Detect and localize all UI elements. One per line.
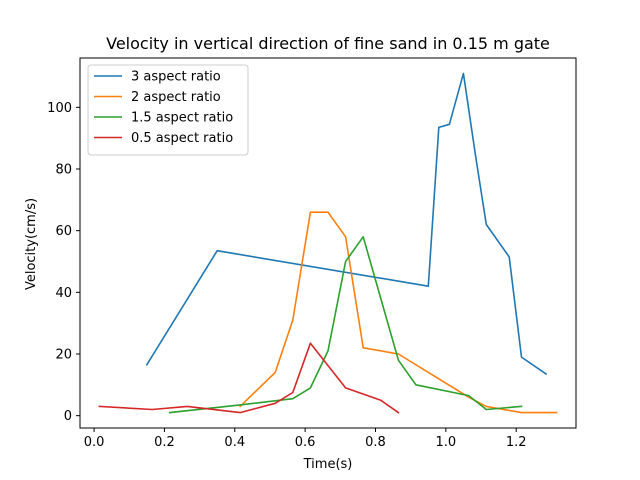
- y-tick-label: 20: [55, 348, 72, 363]
- axes-frame: [79, 57, 577, 429]
- y-tick-label: 0: [64, 409, 72, 424]
- legend-label: 2 aspect ratio: [131, 90, 221, 105]
- series-line-2-aspect-ratio: [238, 211, 558, 414]
- x-tick-label: 0.6: [295, 435, 316, 450]
- plot-area: [98, 72, 558, 414]
- y-tick-label: 60: [55, 224, 72, 239]
- legend-label: 1.5 aspect ratio: [131, 111, 233, 126]
- legend-label: 3 aspect ratio: [131, 70, 221, 85]
- series-line-3-aspect-ratio: [145, 72, 548, 376]
- x-tick-label: 1.0: [436, 435, 457, 450]
- x-axis: 0.0 0.2 0.4 0.6 0.8 1.0 1.2: [84, 428, 527, 450]
- x-tick-label: 0.0: [84, 435, 105, 450]
- x-axis-label: Time(s): [303, 457, 353, 472]
- series-line-0-5-aspect-ratio: [98, 342, 400, 414]
- series-line-1-5-aspect-ratio: [168, 236, 523, 414]
- y-tick-label: 100: [47, 101, 72, 116]
- x-tick-label: 0.8: [365, 435, 386, 450]
- x-tick-label: 0.2: [154, 435, 175, 450]
- x-tick-label: 1.2: [506, 435, 527, 450]
- y-axis-label: Velocity(cm/s): [24, 198, 39, 290]
- y-axis: 0 20 40 60 80 100: [47, 101, 80, 424]
- y-tick-label: 80: [55, 163, 72, 178]
- y-tick-label: 40: [55, 286, 72, 301]
- legend-label: 0.5 aspect ratio: [131, 131, 233, 146]
- legend: 3 aspect ratio 2 aspect ratio 1.5 aspect r…: [87, 64, 249, 156]
- x-tick-label: 0.4: [224, 435, 245, 450]
- legend-box: [87, 64, 249, 156]
- chart-title: Velocity in vertical direction of fine s…: [106, 34, 550, 53]
